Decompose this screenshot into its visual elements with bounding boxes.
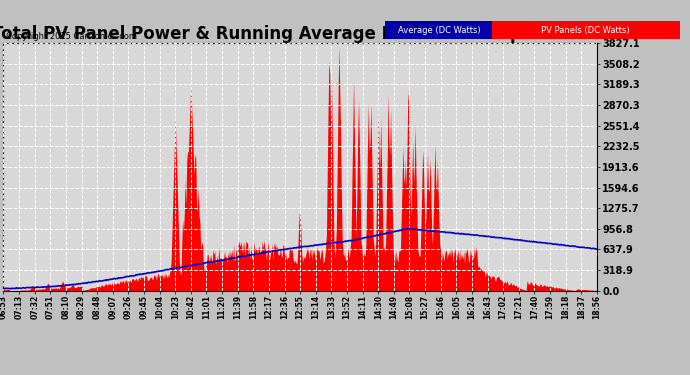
Text: PV Panels (DC Watts): PV Panels (DC Watts) [542, 26, 630, 35]
Text: Copyright 2015 Cartronics.com: Copyright 2015 Cartronics.com [6, 32, 137, 41]
Title: Total PV Panel Power & Running Average Power Thu Sep 10 19:07: Total PV Panel Power & Running Average P… [0, 25, 609, 43]
Text: Average (DC Watts): Average (DC Watts) [397, 26, 480, 35]
